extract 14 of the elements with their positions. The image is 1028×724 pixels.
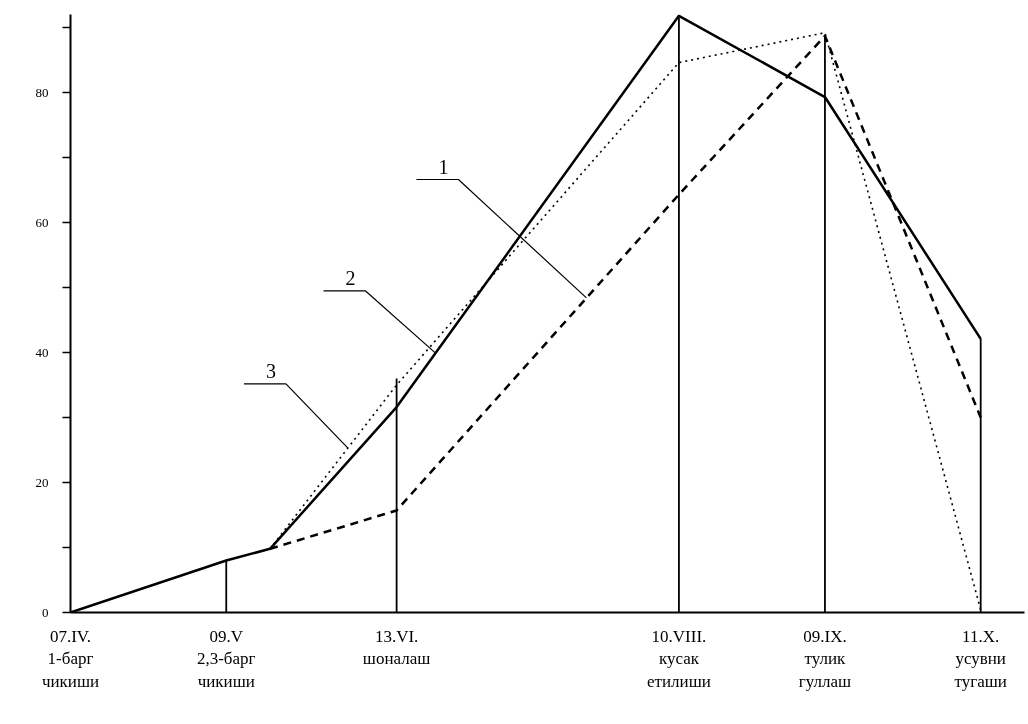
annotation: 1 <box>438 155 449 178</box>
x-tick-label: 13.VI. шоналаш <box>362 626 431 669</box>
x-tick-label: 09.V 2,3-барг чикиши <box>196 626 256 692</box>
x-tick-label: 07.IV. 1-барг чикиши <box>41 626 100 692</box>
y-tick-label: 80 <box>35 84 49 100</box>
y-tick-label: 0 <box>42 604 49 620</box>
annotation: 3 <box>265 360 276 383</box>
y-tick-label: 20 <box>35 474 49 490</box>
x-tick-label: 09.IX. тулик гуллаш <box>798 626 852 692</box>
y-tick-label: 40 <box>35 344 49 360</box>
y-tick-label: 60 <box>35 214 49 230</box>
annotation: 2 <box>345 267 356 290</box>
x-tick-label: 10.VIII. кусак етилиши <box>647 626 711 692</box>
x-tick-label: 11.X. усувни тугаши <box>954 626 1007 692</box>
